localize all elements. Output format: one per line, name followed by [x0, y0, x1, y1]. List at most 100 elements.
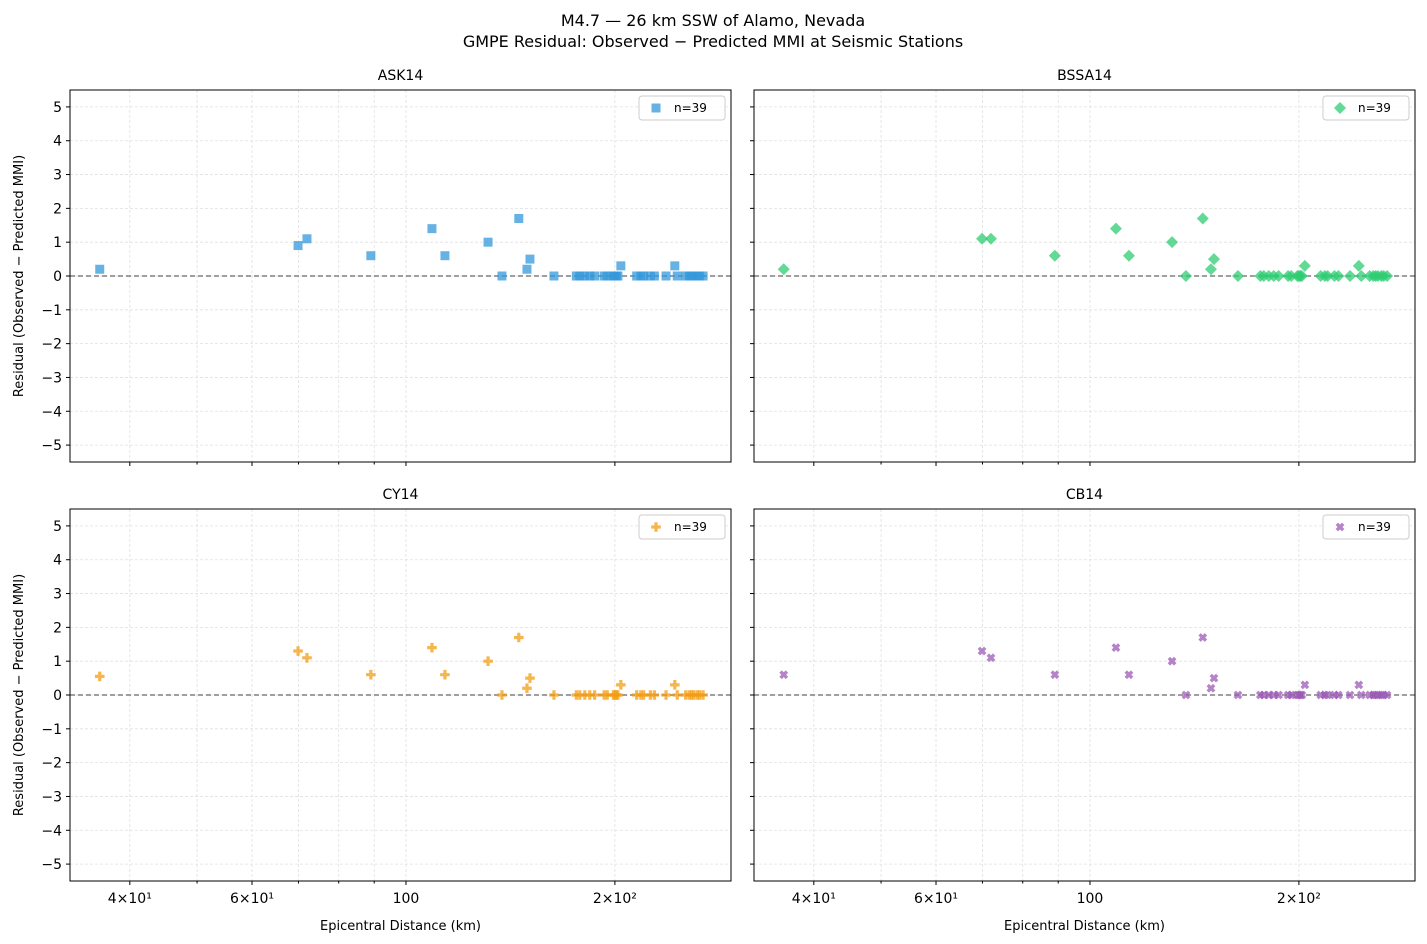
data-point	[293, 646, 303, 656]
data-point	[1272, 270, 1285, 282]
data-point	[698, 690, 708, 700]
y-tick-label: 0	[53, 688, 62, 704]
data-point	[1274, 690, 1284, 700]
y-tick-label: 4	[53, 134, 62, 150]
y-tick-label: 3	[53, 587, 62, 603]
legend-marker	[651, 103, 661, 113]
data-point	[649, 271, 659, 281]
data-point	[1124, 670, 1134, 680]
data-point	[976, 232, 989, 245]
data-point	[672, 271, 682, 281]
y-tick-label: 0	[53, 269, 62, 285]
data-point	[549, 271, 559, 281]
data-point	[1356, 690, 1366, 700]
subplot-title: CB14	[1066, 487, 1103, 503]
data-point	[1333, 690, 1343, 700]
data-point	[1352, 259, 1365, 272]
y-tick-label: 2	[53, 201, 62, 217]
y-tick-label: 1	[53, 654, 62, 670]
legend-box	[1322, 95, 1410, 121]
data-point	[579, 690, 590, 700]
data-point	[1166, 236, 1179, 249]
data-point	[1381, 270, 1394, 282]
y-tick-label: 5	[53, 519, 62, 535]
y-tick-label: 1	[53, 235, 62, 251]
subplot-ask14: 5 4 3 2 1 0 −1 −2 −3 −4 −5 ASK14 Residual (Observed …	[12, 68, 732, 466]
y-tick-label: 5	[53, 100, 62, 116]
data-point	[638, 690, 649, 700]
data-point	[522, 264, 532, 274]
legend-box	[1322, 514, 1410, 540]
data-point	[1167, 656, 1177, 666]
legend-box	[638, 514, 726, 540]
data-point	[589, 690, 600, 700]
data-point	[94, 671, 105, 682]
data-point	[1179, 270, 1192, 282]
data-point	[590, 271, 600, 281]
y-tick-label: −4	[41, 823, 62, 839]
data-point	[639, 271, 649, 281]
y-tick-label: −1	[41, 303, 62, 319]
data-point	[1206, 683, 1216, 693]
data-point	[1298, 259, 1311, 272]
data-point	[549, 690, 559, 700]
data-point	[661, 690, 671, 700]
legend-box	[638, 95, 726, 121]
y-tick-label: 4	[53, 553, 62, 569]
subplot-title: ASK14	[378, 68, 424, 84]
legend: n=39	[1322, 514, 1410, 540]
data-point	[1109, 222, 1122, 235]
y-tick-label: 2	[53, 620, 62, 636]
data-point	[440, 669, 450, 680]
data-point	[779, 670, 789, 680]
data-point	[616, 261, 626, 271]
y-tick-label: −2	[41, 756, 62, 772]
data-point	[440, 251, 450, 261]
data-point	[497, 271, 507, 281]
data-point	[427, 224, 437, 234]
data-point	[613, 690, 623, 700]
data-point	[1231, 270, 1244, 282]
subplot-cb14: 4×10¹ 6×10¹ 100 2×10² CB14 Epicentral Distanc…	[750, 487, 1416, 934]
x-axis-label: Epicentral Distance (km)	[1004, 919, 1165, 934]
y-tick-label: −4	[41, 404, 62, 420]
data-point	[1111, 643, 1121, 653]
data-point	[602, 690, 613, 700]
data-point	[1207, 253, 1220, 266]
data-point	[1048, 249, 1061, 262]
data-point	[1204, 263, 1217, 276]
data-point	[1345, 690, 1355, 700]
data-point	[1198, 633, 1208, 642]
legend-label: n=39	[674, 101, 707, 115]
x-tick-label: 6×10¹	[914, 891, 958, 907]
figure-subtitle: GMPE Residual: Observed − Predicted MMI …	[463, 32, 963, 51]
data-point	[1300, 680, 1310, 690]
legend-label: n=39	[674, 520, 707, 534]
data-point	[427, 642, 437, 653]
y-tick-label: −2	[41, 337, 62, 353]
data-point	[1233, 690, 1243, 700]
data-point	[483, 237, 493, 247]
data-point	[302, 653, 312, 663]
y-axis-label: Residual (Observed − Predicted MMI)	[12, 574, 27, 816]
x-tick-label: 100	[1077, 891, 1104, 907]
y-tick-label: −1	[41, 722, 62, 738]
data-point	[293, 241, 303, 251]
subplot-title: BSSA14	[1057, 68, 1112, 84]
data-point	[1295, 270, 1308, 282]
legend-label: n=39	[1358, 520, 1391, 534]
data-point	[525, 673, 535, 683]
y-tick-label: −3	[41, 789, 62, 805]
data-point	[1382, 690, 1392, 700]
data-point	[984, 232, 997, 245]
legend: n=39	[638, 95, 726, 121]
figure-title: M4.7 — 26 km SSW of Alamo, Nevada	[561, 11, 865, 30]
data-point	[525, 254, 535, 264]
legend: n=39	[1322, 95, 1410, 121]
data-point	[483, 656, 493, 666]
subplot-cy14: 5 4 3 2 1 0 −1 −2 −3 −4 −5 4×10¹ 6×10¹ 100 2×10² CY14 Ep…	[12, 487, 732, 934]
y-tick-label: −3	[41, 370, 62, 386]
data-point	[670, 680, 680, 690]
data-point	[1323, 690, 1332, 700]
data-point	[1050, 670, 1060, 680]
